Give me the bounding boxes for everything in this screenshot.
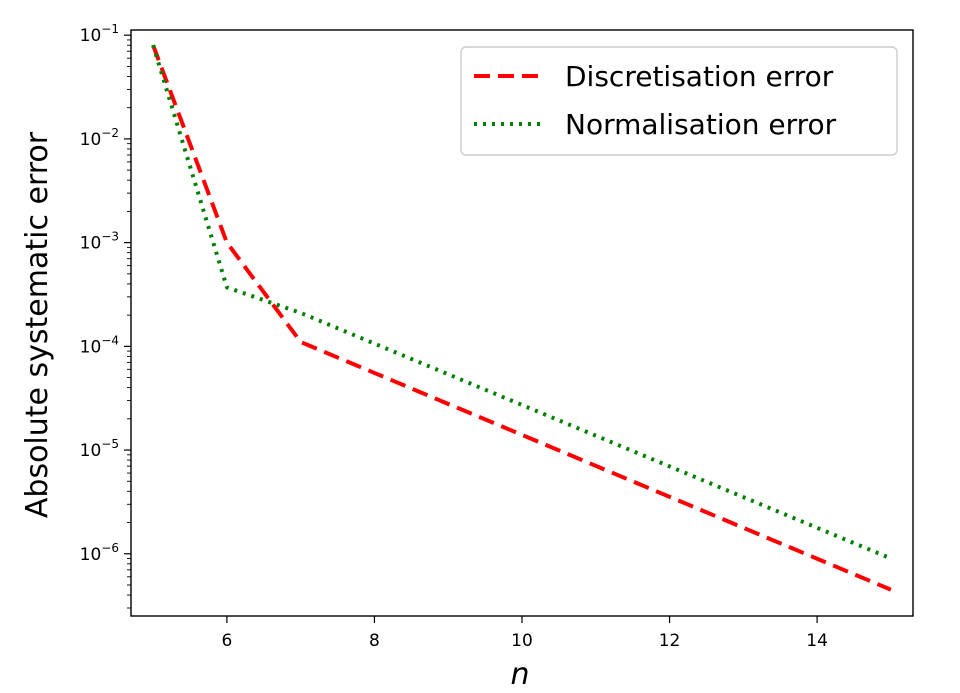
x-tick-label: 14 bbox=[806, 631, 828, 651]
x-tick-label: 12 bbox=[659, 631, 681, 651]
legend-label-normalisation: Normalisation error bbox=[565, 108, 837, 141]
x-tick-label: 8 bbox=[369, 631, 380, 651]
series-layer bbox=[151, 44, 892, 592]
y-tick-label: 10−5 bbox=[80, 437, 119, 461]
plot-frame bbox=[130, 29, 914, 617]
legend: Discretisation error Normalisation error bbox=[460, 46, 898, 156]
legend-frame bbox=[460, 46, 898, 156]
legend-label-discretisation: Discretisation error bbox=[565, 60, 834, 93]
series-line-normalisation bbox=[151, 44, 892, 561]
y-tick-label: 10−6 bbox=[80, 541, 119, 565]
y-tick-label: 10−3 bbox=[80, 230, 119, 254]
y-tick-label: 10−1 bbox=[80, 22, 119, 46]
y-tick-label: 10−4 bbox=[80, 333, 119, 357]
axis-ticks: 6 8 10 12 14 10−6 10−5 10−4 10−3 10−2 10−1 bbox=[80, 22, 828, 651]
y-tick-label: 10−2 bbox=[80, 126, 119, 150]
series-line-discretisation bbox=[151, 44, 892, 592]
x-tick-label: 6 bbox=[221, 631, 232, 651]
x-axis-title: n bbox=[510, 657, 529, 692]
x-tick-label: 10 bbox=[511, 631, 533, 651]
y-axis-title: Absolute systematic error bbox=[20, 131, 55, 518]
